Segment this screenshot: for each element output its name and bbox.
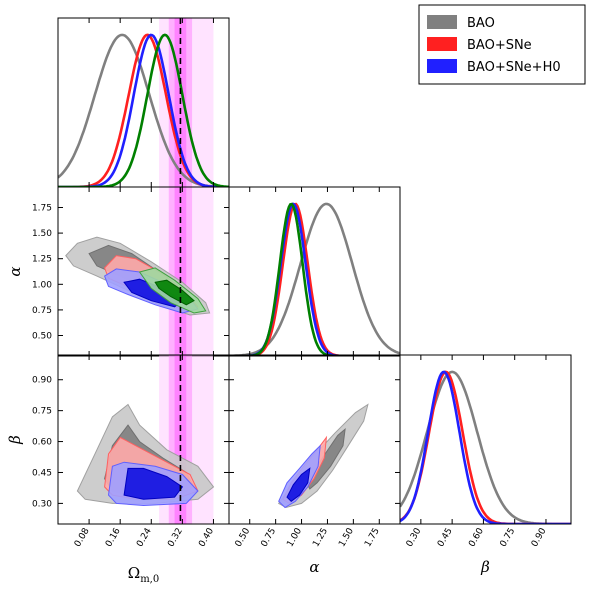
x-tick-label: 1.00 [285, 526, 304, 549]
curve-bao-sne-h0 [400, 370, 571, 524]
x-tick-label: 0.45 [436, 527, 455, 549]
curve-series4 [58, 33, 229, 187]
y-tick-label: 0.75 [32, 306, 52, 316]
x-tick-label: 0.16 [104, 526, 123, 549]
legend-swatch [427, 37, 457, 51]
legend-label: BAO+SNe [467, 38, 532, 53]
x-axis-label: α [309, 558, 319, 576]
y-tick-label: 1.25 [32, 255, 52, 265]
y-tick-label: 0.75 [32, 407, 52, 417]
x-tick-label: 1.75 [363, 527, 382, 549]
x-tick-label: 0.75 [499, 527, 518, 549]
x-tick-label: 0.08 [73, 526, 92, 549]
y-tick-label: 0.90 [32, 376, 52, 386]
y-tick-label: 0.50 [32, 332, 52, 342]
x-tick-label: 0.50 [234, 526, 253, 549]
x-tick-label: 1.50 [337, 526, 356, 549]
x-tick-label: 0.32 [166, 527, 185, 549]
y-tick-label: 0.30 [32, 499, 52, 509]
x-axis-label: Ωm,0 [128, 564, 159, 585]
y-tick-label: 1.00 [32, 280, 52, 290]
legend-swatch [427, 15, 457, 29]
x-tick-label: 0.75 [260, 527, 279, 549]
x-tick-label: 0.60 [467, 526, 486, 549]
legend-swatch [427, 59, 457, 73]
y-axis-label: α [6, 266, 24, 276]
y-tick-label: 1.75 [32, 203, 52, 213]
panel-frame [228, 186, 401, 357]
contour-bao-sne-h0-inner [286, 467, 311, 502]
contour-bao-sne-h0-inner [123, 467, 184, 500]
contour-series4-inner [154, 279, 195, 306]
contours-2-1 [277, 403, 369, 509]
y-tick-label: 0.45 [32, 468, 52, 478]
legend-label: BAO [467, 16, 495, 31]
y-axis-label: β [6, 435, 24, 445]
curve-bao [229, 202, 400, 356]
x-tick-label: 0.30 [405, 526, 424, 549]
panel-frame [228, 354, 401, 525]
contours-2-0 [76, 403, 215, 507]
legend: BAO BAO+SNe BAO+SNe+H0 [418, 4, 586, 85]
y-tick-label: 1.50 [32, 229, 52, 239]
contours-1-0 [65, 236, 211, 316]
panel-frame [399, 354, 572, 525]
x-tick-label: 0.90 [530, 526, 549, 549]
x-tick-label: 0.40 [197, 526, 216, 549]
y-tick-label: 0.60 [32, 438, 52, 448]
x-tick-label: 1.25 [311, 527, 330, 549]
x-axis-label: β [480, 558, 490, 576]
legend-label: BAO+SNe+H0 [467, 60, 561, 75]
x-tick-label: 0.24 [135, 526, 154, 549]
reference-band [159, 187, 214, 356]
curve-series4 [229, 202, 400, 356]
